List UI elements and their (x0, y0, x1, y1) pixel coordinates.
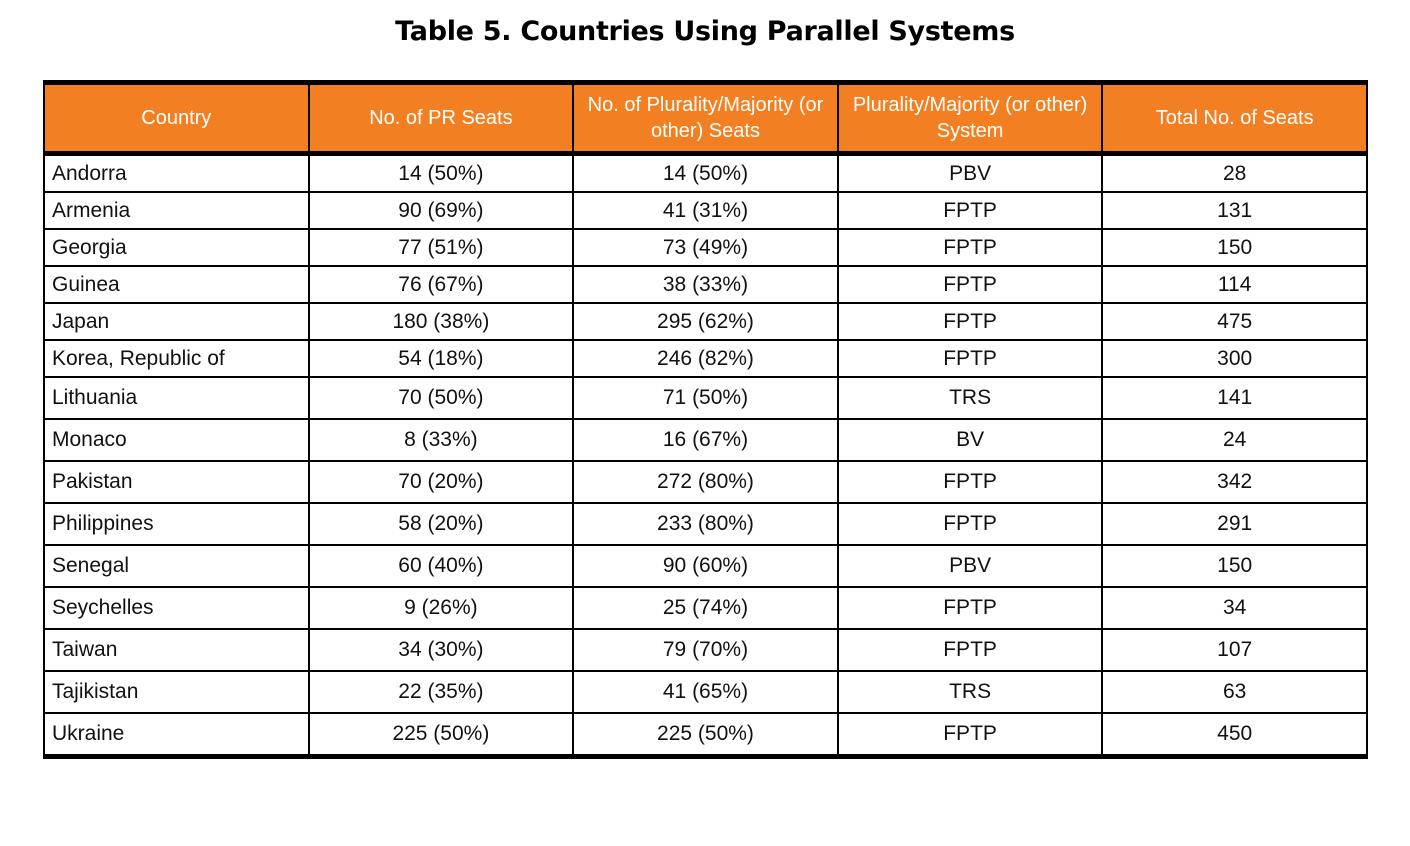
cell-country: Lithuania (43, 376, 310, 420)
cell-pr-seats: 8 (33%) (307, 418, 575, 462)
cell-system: FPTP (836, 712, 1104, 758)
table-row: Tajikistan 22 (35%) 41 (65%) TRS 63 (43, 670, 1368, 714)
cell-total-seats: 34 (1101, 586, 1368, 630)
header-plurality-system: Plurality/Majority (or other) System (836, 82, 1104, 156)
cell-pr-seats: 70 (50%) (307, 376, 575, 420)
cell-country: Senegal (43, 544, 310, 588)
cell-plurality-seats: 246 (82%) (572, 339, 839, 378)
cell-system: FPTP (836, 228, 1104, 267)
cell-country: Korea, Republic of (43, 339, 310, 378)
cell-total-seats: 300 (1101, 339, 1368, 378)
cell-plurality-seats: 41 (31%) (572, 191, 839, 230)
cell-system: FPTP (836, 339, 1104, 378)
header-pr-seats: No. of PR Seats (307, 82, 575, 156)
cell-pr-seats: 225 (50%) (307, 712, 575, 758)
cell-country: Philippines (43, 502, 310, 546)
header-plurality-seats: No. of Plurality/Majority (or other) Sea… (572, 82, 839, 156)
cell-plurality-seats: 71 (50%) (572, 376, 839, 420)
table-row: Pakistan 70 (20%) 272 (80%) FPTP 342 (43, 460, 1368, 504)
cell-country: Armenia (43, 191, 310, 230)
table-row: Lithuania 70 (50%) 71 (50%) TRS 141 (43, 376, 1368, 420)
cell-country: Pakistan (43, 460, 310, 504)
cell-total-seats: 114 (1101, 265, 1368, 304)
cell-pr-seats: 54 (18%) (307, 339, 575, 378)
cell-system: FPTP (836, 460, 1104, 504)
cell-total-seats: 28 (1101, 152, 1368, 193)
cell-pr-seats: 9 (26%) (307, 586, 575, 630)
table-row: Senegal 60 (40%) 90 (60%) PBV 150 (43, 544, 1368, 588)
table-row: Seychelles 9 (26%) 25 (74%) FPTP 34 (43, 586, 1368, 630)
cell-system: PBV (836, 544, 1104, 588)
cell-total-seats: 450 (1101, 712, 1368, 758)
table-row: Philippines 58 (20%) 233 (80%) FPTP 291 (43, 502, 1368, 546)
cell-system: FPTP (836, 628, 1104, 672)
parallel-systems-table: Country No. of PR Seats No. of Plurality… (43, 80, 1368, 759)
cell-total-seats: 342 (1101, 460, 1368, 504)
cell-total-seats: 150 (1101, 228, 1368, 267)
cell-plurality-seats: 41 (65%) (572, 670, 839, 714)
cell-pr-seats: 58 (20%) (307, 502, 575, 546)
cell-system: TRS (836, 670, 1104, 714)
header-total-seats: Total No. of Seats (1101, 82, 1368, 156)
cell-pr-seats: 76 (67%) (307, 265, 575, 304)
cell-total-seats: 24 (1101, 418, 1368, 462)
cell-pr-seats: 70 (20%) (307, 460, 575, 504)
cell-country: Tajikistan (43, 670, 310, 714)
cell-pr-seats: 77 (51%) (307, 228, 575, 267)
cell-plurality-seats: 25 (74%) (572, 586, 839, 630)
cell-pr-seats: 22 (35%) (307, 670, 575, 714)
table-row: Andorra 14 (50%) 14 (50%) PBV 28 (43, 152, 1368, 193)
cell-plurality-seats: 225 (50%) (572, 712, 839, 758)
table-container: Country No. of PR Seats No. of Plurality… (43, 80, 1368, 759)
cell-plurality-seats: 272 (80%) (572, 460, 839, 504)
table-row: Guinea 76 (67%) 38 (33%) FPTP 114 (43, 265, 1368, 304)
table-title: Table 5. Countries Using Parallel System… (395, 16, 1015, 47)
cell-system: FPTP (836, 302, 1104, 341)
cell-system: FPTP (836, 586, 1104, 630)
cell-system: PBV (836, 152, 1104, 193)
cell-system: FPTP (836, 265, 1104, 304)
cell-total-seats: 150 (1101, 544, 1368, 588)
table-row: Georgia 77 (51%) 73 (49%) FPTP 150 (43, 228, 1368, 267)
cell-system: FPTP (836, 191, 1104, 230)
table-row: Ukraine 225 (50%) 225 (50%) FPTP 450 (43, 712, 1368, 758)
table-row: Japan 180 (38%) 295 (62%) FPTP 475 (43, 302, 1368, 341)
cell-country: Guinea (43, 265, 310, 304)
table-row: Taiwan 34 (30%) 79 (70%) FPTP 107 (43, 628, 1368, 672)
cell-system: FPTP (836, 502, 1104, 546)
cell-plurality-seats: 16 (67%) (572, 418, 839, 462)
cell-total-seats: 475 (1101, 302, 1368, 341)
cell-pr-seats: 180 (38%) (307, 302, 575, 341)
table-row: Korea, Republic of 54 (18%) 246 (82%) FP… (43, 339, 1368, 378)
cell-country: Japan (43, 302, 310, 341)
cell-country: Ukraine (43, 712, 310, 758)
cell-total-seats: 291 (1101, 502, 1368, 546)
cell-total-seats: 131 (1101, 191, 1368, 230)
cell-plurality-seats: 233 (80%) (572, 502, 839, 546)
cell-plurality-seats: 90 (60%) (572, 544, 839, 588)
cell-plurality-seats: 14 (50%) (572, 152, 839, 193)
cell-plurality-seats: 295 (62%) (572, 302, 839, 341)
cell-plurality-seats: 79 (70%) (572, 628, 839, 672)
cell-country: Monaco (43, 418, 310, 462)
table-row: Armenia 90 (69%) 41 (31%) FPTP 131 (43, 191, 1368, 230)
header-country: Country (43, 82, 310, 156)
table-row: Monaco 8 (33%) 16 (67%) BV 24 (43, 418, 1368, 462)
cell-pr-seats: 34 (30%) (307, 628, 575, 672)
cell-country: Andorra (43, 152, 310, 193)
cell-total-seats: 107 (1101, 628, 1368, 672)
cell-pr-seats: 14 (50%) (307, 152, 575, 193)
cell-system: TRS (836, 376, 1104, 420)
cell-total-seats: 141 (1101, 376, 1368, 420)
cell-country: Georgia (43, 228, 310, 267)
header-row: Country No. of PR Seats No. of Plurality… (43, 82, 1368, 156)
cell-system: BV (836, 418, 1104, 462)
cell-plurality-seats: 38 (33%) (572, 265, 839, 304)
cell-pr-seats: 60 (40%) (307, 544, 575, 588)
cell-country: Taiwan (43, 628, 310, 672)
cell-pr-seats: 90 (69%) (307, 191, 575, 230)
cell-plurality-seats: 73 (49%) (572, 228, 839, 267)
cell-country: Seychelles (43, 586, 310, 630)
cell-total-seats: 63 (1101, 670, 1368, 714)
